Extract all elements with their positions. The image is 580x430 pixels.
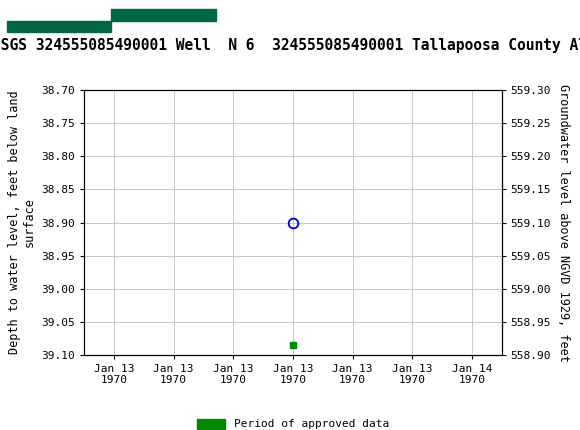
Legend: Period of approved data: Period of approved data [193, 414, 393, 430]
Y-axis label: Groundwater level above NGVD 1929, feet: Groundwater level above NGVD 1929, feet [557, 83, 570, 362]
Text: USGS 324555085490001 Well  N 6  324555085490001 Tallapoosa County Al: USGS 324555085490001 Well N 6 3245550854… [0, 38, 580, 53]
Bar [111, 9, 216, 21]
Bar [7, 3, 216, 32]
Text: USGS: USGS [230, 9, 285, 27]
Y-axis label: Depth to water level, feet below land
surface: Depth to water level, feet below land su… [8, 91, 36, 354]
Bar [7, 21, 111, 32]
